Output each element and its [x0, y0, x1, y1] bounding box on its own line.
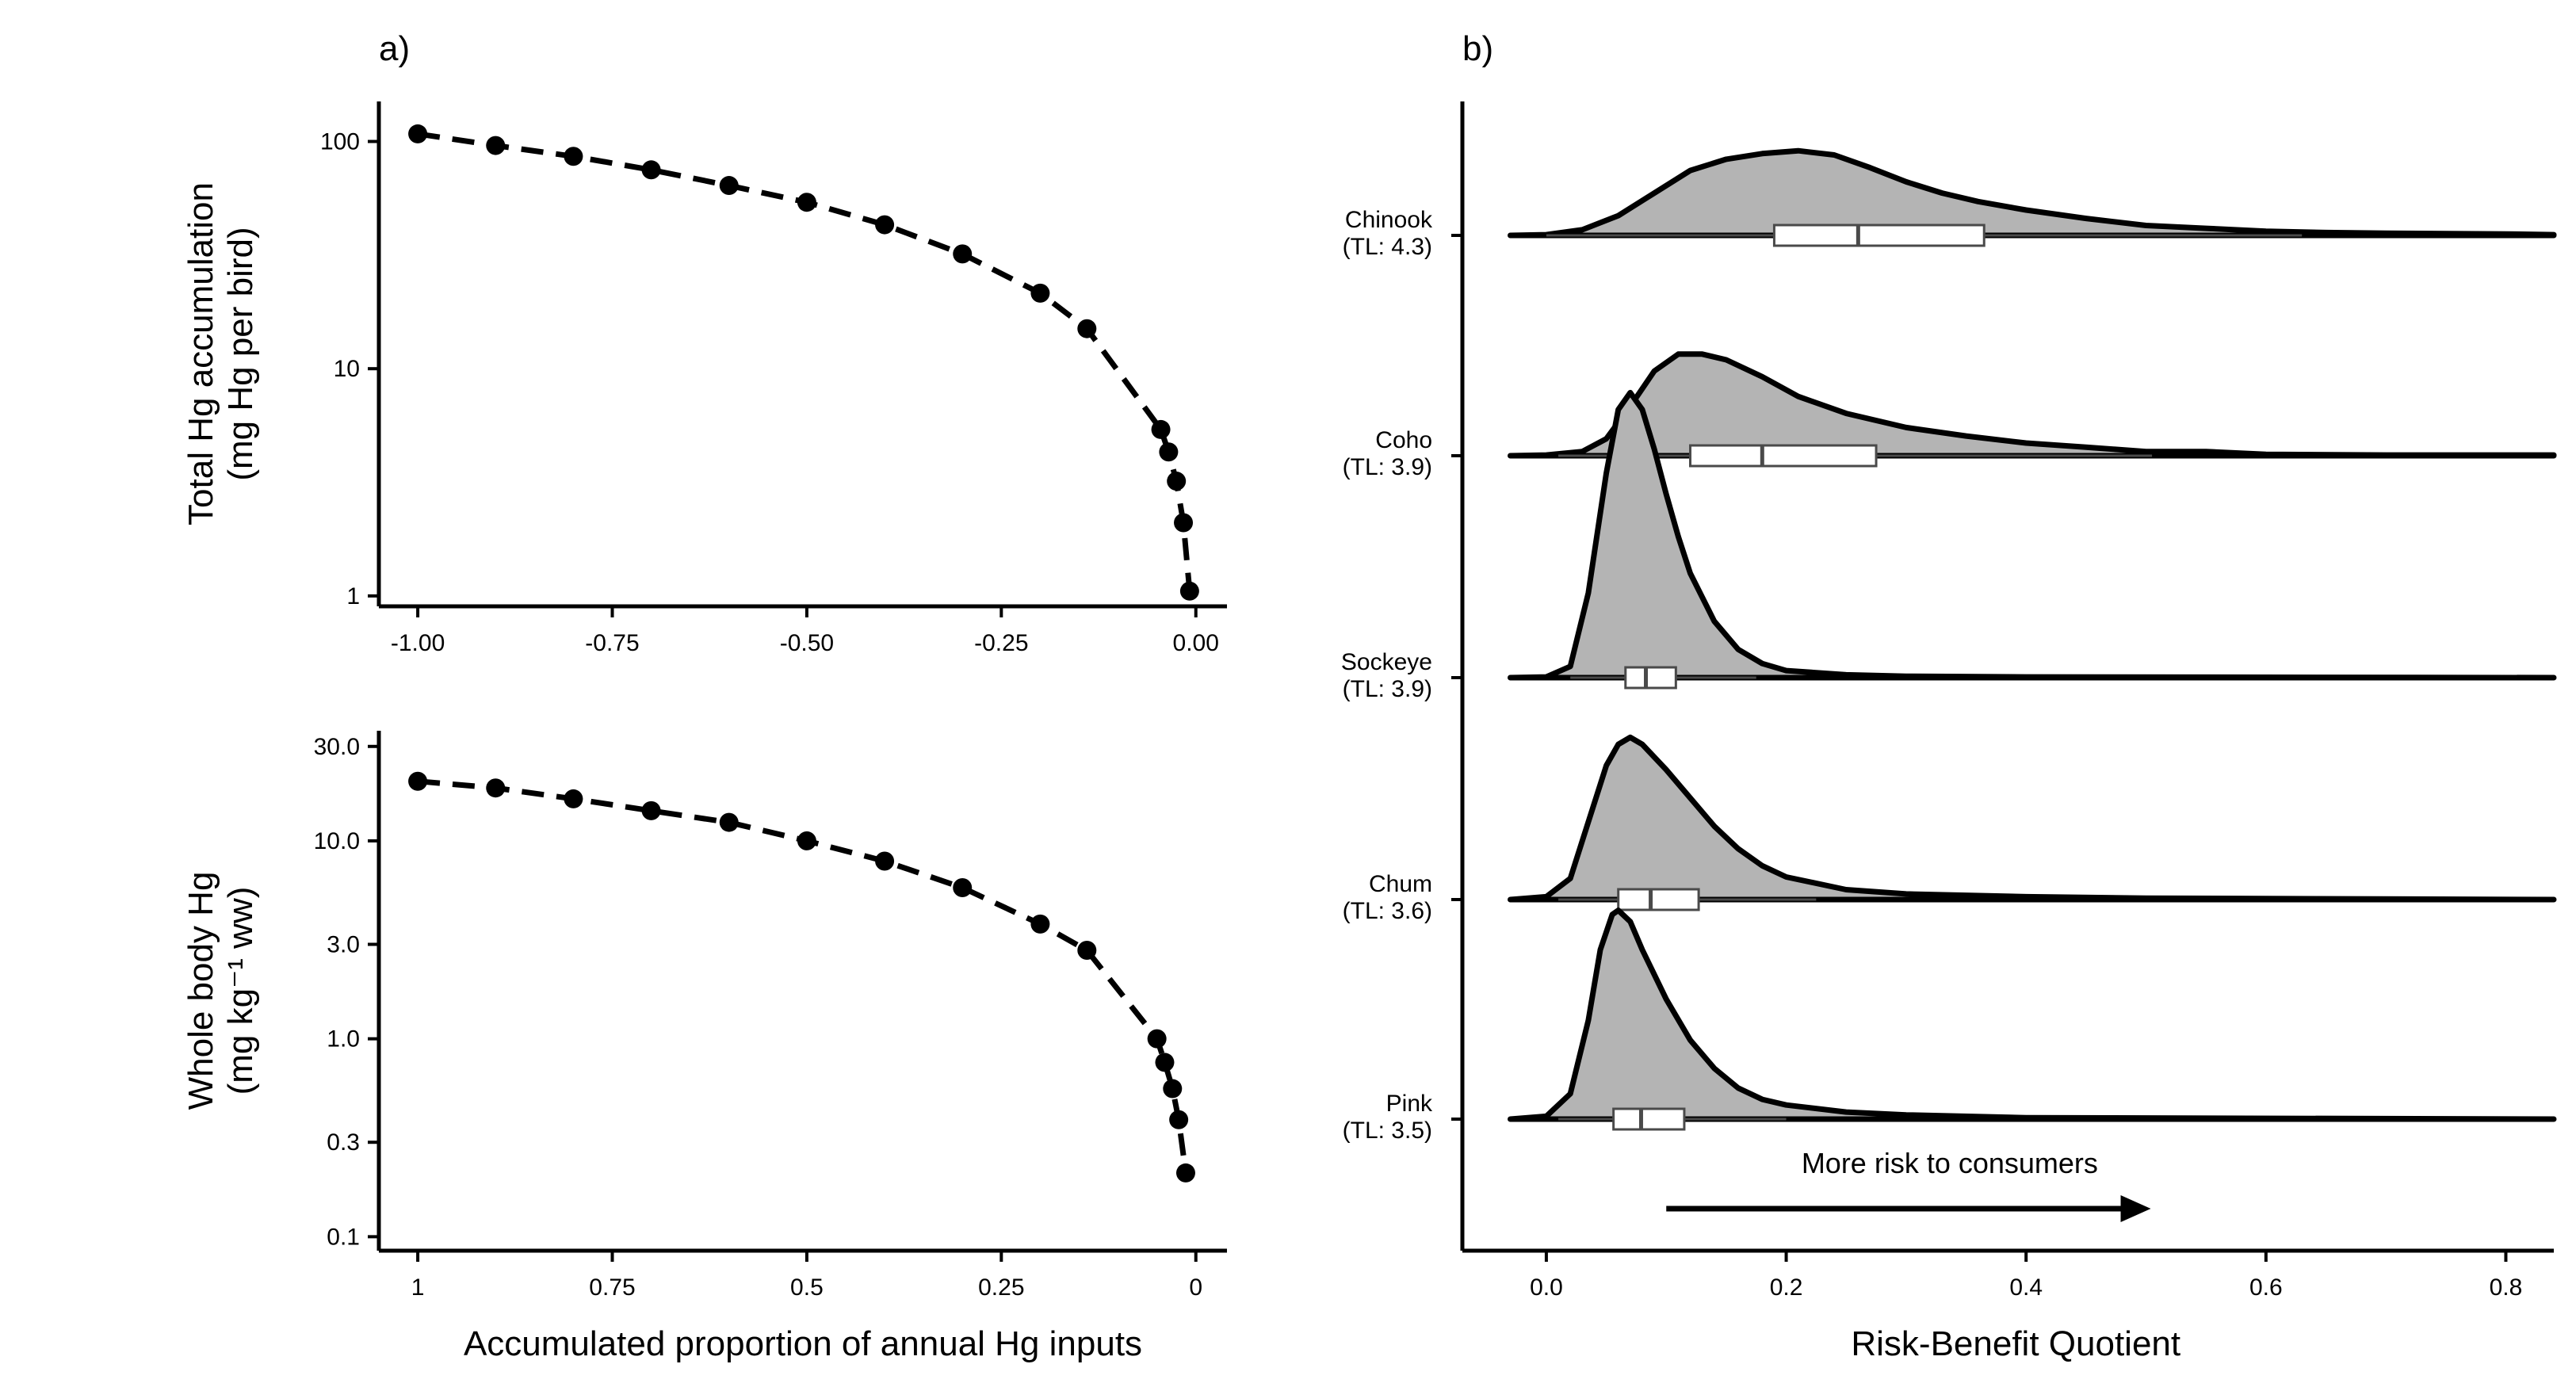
- data-point: [1179, 581, 1199, 601]
- data-point: [486, 136, 506, 155]
- data-point: [408, 124, 428, 143]
- category-label: Coho: [1375, 427, 1432, 453]
- x-tick-label: 0.00: [1173, 630, 1219, 656]
- category-label: Sockeye: [1341, 649, 1432, 675]
- data-point: [1175, 1163, 1195, 1183]
- data-point: [1174, 513, 1194, 533]
- ridge-series-pink: Pink(TL: 3.5): [1343, 907, 2557, 1144]
- y-axis-title: Total Hg accumulation(mg Hg per bird): [182, 182, 260, 525]
- data-point: [1030, 914, 1050, 934]
- data-point: [1077, 319, 1097, 338]
- ridge-series-coho: Coho(TL: 3.9): [1343, 351, 2557, 480]
- y-axis-title: Whole body Hg(mg kg⁻¹ ww): [182, 872, 260, 1110]
- ridge-series-sockeye: Sockeye(TL: 3.9): [1341, 389, 2557, 702]
- x-tick-label: 0: [1189, 1274, 1202, 1301]
- density-ridge: [1508, 389, 2557, 681]
- density-ridge: [1508, 734, 2557, 903]
- x-tick-label: -0.25: [974, 630, 1028, 656]
- x-tick-label: 0.2: [1770, 1274, 1803, 1301]
- category-label: Chinook: [1345, 207, 1433, 233]
- y-axis-title-line: Whole body Hg: [182, 872, 220, 1110]
- x-tick-label: 0.25: [978, 1274, 1024, 1301]
- category-trophic-level: (TL: 4.3): [1343, 234, 1432, 260]
- data-point: [719, 812, 739, 832]
- box-iqr: [1689, 444, 1878, 468]
- panel-label-a: a): [379, 29, 410, 68]
- y-tick-label: 1: [346, 583, 360, 609]
- y-tick-label: 1.0: [327, 1026, 360, 1053]
- category-trophic-level: (TL: 3.6): [1343, 898, 1432, 924]
- data-point: [1155, 1053, 1175, 1072]
- x-tick-label: 0.4: [2009, 1274, 2043, 1301]
- category-trophic-level: (TL: 3.5): [1343, 1118, 1432, 1144]
- panel-label-b: b): [1462, 29, 1493, 68]
- density-ridge: [1508, 147, 2557, 239]
- data-point: [1077, 940, 1097, 960]
- x-tick-label: -1.00: [391, 630, 445, 656]
- x-axis-title: Risk-Benefit Quotient: [1851, 1324, 2180, 1363]
- data-point: [408, 771, 428, 791]
- x-tick-label: -0.75: [585, 630, 639, 656]
- data-point: [641, 160, 661, 180]
- data-point: [953, 244, 973, 264]
- y-tick-label: 100: [320, 128, 360, 155]
- ridge-series-chum: Chum(TL: 3.6): [1343, 734, 2557, 924]
- data-point: [1163, 1079, 1183, 1099]
- data-point: [564, 147, 583, 166]
- box-iqr: [1624, 666, 1677, 690]
- box-iqr: [1612, 1107, 1686, 1131]
- y-axis-title-line: (mg Hg per bird): [221, 227, 260, 480]
- x-tick-label: 0.6: [2249, 1274, 2283, 1301]
- category-label: Chum: [1369, 871, 1432, 897]
- data-point: [797, 193, 816, 212]
- x-tick-label: 1: [411, 1274, 425, 1301]
- x-tick-label: 0.8: [2490, 1274, 2523, 1301]
- x-tick-label: 0.75: [589, 1274, 635, 1301]
- data-point: [719, 176, 739, 196]
- density-ridge: [1508, 907, 2557, 1122]
- annotation-arrow-head: [2120, 1195, 2151, 1222]
- category-label: Pink: [1386, 1091, 1433, 1117]
- panel-a-bottom-chart: 0.1 0.3 1.0 3.0 10.0 30.0 1 0.75 0.5 0.25 0 Whole b…: [182, 731, 1227, 1363]
- data-point: [953, 878, 973, 898]
- data-point: [875, 215, 895, 235]
- data-point: [1169, 1110, 1189, 1129]
- data-point: [641, 800, 661, 820]
- data-point: [1167, 472, 1187, 491]
- box-iqr: [1772, 224, 1986, 247]
- y-tick-label: 0.1: [327, 1224, 360, 1250]
- y-axis-title-line: Total Hg accumulation: [182, 182, 220, 525]
- density-ridge: [1508, 351, 2557, 459]
- ridge-series-chinook: Chinook(TL: 4.3): [1343, 147, 2557, 260]
- y-tick-label: 10.0: [314, 828, 360, 854]
- box-iqr: [1617, 888, 1700, 911]
- data-point: [875, 851, 895, 871]
- y-tick-label: 3.0: [327, 931, 360, 957]
- data-point: [1147, 1029, 1167, 1049]
- data-point: [1030, 283, 1050, 303]
- category-trophic-level: (TL: 3.9): [1343, 676, 1432, 702]
- x-tick-label: 0.5: [790, 1274, 824, 1301]
- panel-a-top-chart: 1 10 100 -1.00 -0.75 -0.50 -0.25 0.00 Total Hg a…: [182, 101, 1227, 656]
- x-tick-label: -0.50: [780, 630, 834, 656]
- y-tick-label: 0.3: [327, 1129, 360, 1156]
- data-point: [564, 789, 583, 808]
- data-point: [1159, 442, 1179, 462]
- category-trophic-level: (TL: 3.9): [1343, 454, 1432, 480]
- data-point: [797, 831, 816, 850]
- data-point: [486, 778, 506, 798]
- y-tick-label: 10: [334, 356, 360, 382]
- x-tick-label: 0.0: [1530, 1274, 1563, 1301]
- data-point: [1151, 419, 1171, 439]
- x-axis-title: Accumulated proportion of annual Hg inpu…: [464, 1324, 1142, 1363]
- annotation-text: More risk to consumers: [1802, 1147, 2098, 1179]
- y-tick-label: 30.0: [314, 734, 360, 760]
- y-axis-title-line: (mg kg⁻¹ ww): [221, 887, 260, 1095]
